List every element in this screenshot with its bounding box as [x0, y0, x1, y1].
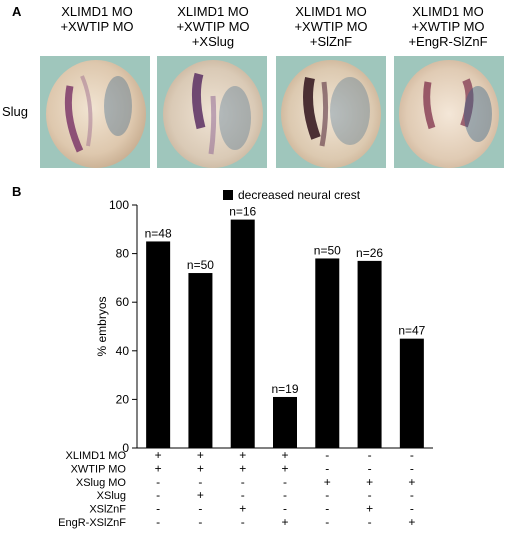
y-tick-label-3: 60	[116, 295, 130, 309]
y-tick-label-1: 20	[116, 392, 130, 406]
condition-2-line-2: +XWTIP MO	[176, 19, 250, 34]
y-axis-label: % embryos	[95, 296, 109, 356]
condition-mark-2-5: -	[325, 461, 329, 475]
condition-mark-2-6: -	[368, 461, 372, 475]
condition-mark-6-4: +	[281, 515, 288, 529]
condition-1-line-2: +XWTIP MO	[60, 19, 134, 34]
condition-4-line-1: XLIMD1 MO	[412, 4, 484, 19]
condition-mark-1-5: -	[325, 448, 329, 462]
condition-mark-5-6: +	[366, 502, 373, 516]
condition-3-line-3: +SlZnF	[309, 34, 353, 49]
condition-mark-3-1: -	[156, 475, 160, 489]
bar-chart: 0 20 40 60 80 100 % embryos decreased neural cr…	[58, 188, 433, 529]
condition-mark-2-7: -	[410, 461, 414, 475]
condition-mark-3-4: -	[283, 475, 287, 489]
condition-mark-4-2: +	[197, 488, 204, 502]
condition-label-3: XLIMD1 MO +XWTIP MO +SlZnF	[276, 4, 386, 49]
panel-a-letter: A	[12, 4, 22, 19]
condition-mark-5-3: +	[239, 502, 246, 516]
panel-b-letter: B	[12, 184, 22, 199]
condition-mark-5-5: -	[325, 502, 329, 516]
condition-mark-4-5: -	[325, 488, 329, 502]
condition-row-label-6: EngR-XSlZnF	[58, 517, 126, 529]
bar-n-label-1: n=48	[145, 226, 172, 240]
condition-label-4: XLIMD1 MO +XWTIP MO +EngR-SlZnF	[392, 4, 504, 49]
condition-mark-5-4: -	[283, 502, 287, 516]
bar-n-label-5: n=50	[314, 243, 341, 257]
bar-n-label-2: n=50	[187, 258, 214, 272]
condition-mark-6-2: -	[198, 515, 202, 529]
bar-5	[315, 258, 340, 448]
embryo-photo-2	[157, 56, 267, 168]
legend-label: decreased neural crest	[238, 188, 361, 202]
condition-mark-2-4: +	[281, 461, 288, 475]
condition-row-label-4: XSlug	[97, 490, 126, 502]
condition-mark-5-2: -	[198, 502, 202, 516]
condition-row-label-3: XSlug MO	[76, 477, 127, 489]
condition-2-line-3: +XSlug	[191, 34, 235, 49]
bar-n-label-6: n=26	[356, 246, 383, 260]
y-tick-label-0: 0	[122, 441, 129, 455]
condition-mark-4-6: -	[368, 488, 372, 502]
y-tick-label-5: 100	[109, 198, 129, 212]
condition-label-1: XLIMD1 MO +XWTIP MO	[42, 4, 152, 34]
bar-4	[273, 396, 297, 448]
condition-mark-4-7: -	[410, 488, 414, 502]
bar-1	[146, 241, 171, 448]
condition-mark-6-1: -	[156, 515, 160, 529]
condition-mark-6-5: -	[325, 515, 329, 529]
bar-3	[230, 219, 255, 448]
condition-mark-6-3: -	[241, 515, 245, 529]
condition-row-label-5: XSlZnF	[89, 504, 126, 516]
condition-label-2: XLIMD1 MO +XWTIP MO +XSlug	[158, 4, 268, 49]
bar-6	[357, 260, 382, 448]
bar-7	[399, 338, 424, 448]
condition-mark-3-6: +	[366, 475, 373, 489]
condition-mark-5-7: -	[410, 502, 414, 516]
condition-mark-1-7: -	[410, 448, 414, 462]
condition-mark-4-4: -	[283, 488, 287, 502]
y-tick-label-2: 40	[116, 344, 130, 358]
condition-mark-2-2: +	[197, 461, 204, 475]
row-label-slug: Slug	[2, 104, 29, 119]
bar-n-label-3: n=16	[229, 205, 256, 219]
bar-n-label-7: n=47	[398, 324, 425, 338]
condition-4-line-3: +EngR-SlZnF	[408, 34, 488, 49]
legend-swatch	[223, 190, 233, 200]
condition-mark-1-2: +	[197, 448, 204, 462]
condition-mark-4-1: -	[156, 488, 160, 502]
condition-3-line-2: +XWTIP MO	[294, 19, 368, 34]
condition-row-label-2: XWTIP MO	[71, 463, 127, 475]
condition-mark-5-1: -	[156, 502, 160, 516]
condition-mark-1-3: +	[239, 448, 246, 462]
condition-row-label-1: XLIMD1 MO	[65, 450, 126, 462]
condition-mark-6-7: +	[408, 515, 415, 529]
condition-1-line-1: XLIMD1 MO	[61, 4, 133, 19]
y-tick-label-4: 80	[116, 247, 130, 261]
condition-mark-1-1: +	[155, 448, 162, 462]
bar-2	[188, 273, 213, 448]
condition-mark-2-3: +	[239, 461, 246, 475]
condition-4-line-2: +XWTIP MO	[411, 19, 485, 34]
condition-3-line-1: XLIMD1 MO	[295, 4, 367, 19]
condition-mark-3-2: -	[198, 475, 202, 489]
embryo-photo-4	[394, 56, 504, 168]
condition-mark-3-3: -	[241, 475, 245, 489]
embryo-photo-3	[276, 56, 386, 168]
condition-mark-2-1: +	[155, 461, 162, 475]
condition-2-line-1: XLIMD1 MO	[177, 4, 249, 19]
condition-mark-4-3: -	[241, 488, 245, 502]
bar-n-label-4: n=19	[271, 382, 298, 396]
embryo-photo-1	[40, 56, 150, 168]
condition-mark-3-7: +	[408, 475, 415, 489]
condition-mark-1-4: +	[281, 448, 288, 462]
condition-mark-1-6: -	[368, 448, 372, 462]
condition-mark-3-5: +	[324, 475, 331, 489]
condition-mark-6-6: -	[368, 515, 372, 529]
